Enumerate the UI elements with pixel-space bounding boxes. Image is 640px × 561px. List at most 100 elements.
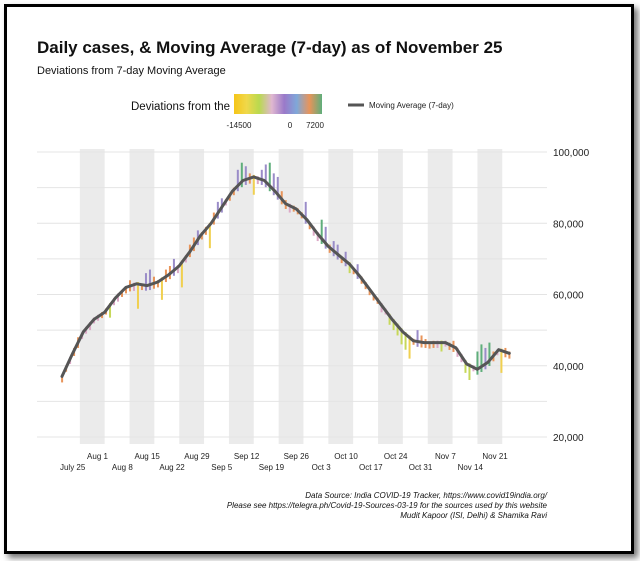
- caption-authors: Mudit Kapoor (ISI, Delhi) & Shamika Ravi: [400, 511, 547, 520]
- daily-case-bar: [148, 269, 151, 291]
- x-tick-label-lower: Oct 31: [409, 463, 433, 472]
- x-tick-label-lower: Aug 8: [112, 463, 133, 472]
- daily-case-bar: [340, 257, 343, 264]
- daily-case-bar: [176, 265, 179, 274]
- chart-subtitle: Deviations from 7-day Moving Average: [37, 65, 226, 77]
- caption-data-source: Data Source: India COVID-19 Tracker, htt…: [305, 491, 548, 500]
- week-band: [378, 149, 403, 444]
- y-tick-label: 20,000: [553, 433, 584, 444]
- x-tick-label-lower: Oct 17: [359, 463, 383, 472]
- daily-case-bar: [136, 282, 139, 309]
- daily-case-bar: [276, 176, 279, 200]
- daily-case-bar: [404, 332, 407, 350]
- x-tick-label-upper: Sep 12: [234, 452, 260, 461]
- daily-case-bar: [288, 203, 291, 213]
- week-band: [79, 149, 105, 444]
- daily-case-bar: [320, 219, 323, 244]
- daily-case-bar: [436, 340, 439, 348]
- y-tick-label: 100,000: [553, 148, 590, 159]
- x-tick-label-upper: Sep 26: [284, 452, 310, 461]
- daily-case-bar: [372, 294, 375, 301]
- x-tick-label-lower: Nov 14: [458, 463, 484, 472]
- daily-case-bar: [208, 222, 211, 249]
- legend-tick-zero: 0: [288, 121, 293, 130]
- daily-case-bar: [132, 282, 135, 291]
- week-band: [179, 149, 205, 444]
- x-axis: Aug 1 Aug 15 Aug 29 Sep 12 Sep 26 Oct 10 Oct 2…: [60, 452, 508, 472]
- daily-case-bar: [392, 318, 395, 331]
- daily-case-bar: [216, 201, 219, 219]
- daily-case-bar: [121, 290, 124, 297]
- daily-case-bar: [109, 303, 112, 318]
- moving-average-path: [60, 175, 511, 378]
- daily-case-bar: [336, 244, 339, 260]
- week-band: [477, 149, 503, 444]
- daily-case-bar: [61, 376, 64, 383]
- week-band: [427, 149, 453, 444]
- daily-case-bar: [240, 162, 243, 188]
- x-tick-label-upper: Aug 29: [184, 452, 210, 461]
- x-tick-label-lower: Oct 3: [312, 463, 332, 472]
- daily-case-bar: [160, 277, 163, 300]
- daily-case-bar: [252, 174, 255, 195]
- chart-canvas: Daily cases, & Moving Average (7-day) as…: [37, 38, 590, 520]
- x-tick-label-lower: July 25: [60, 463, 86, 472]
- x-tick-label-upper: Oct 10: [334, 452, 358, 461]
- daily-case-bar: [368, 289, 371, 296]
- daily-case-bar: [500, 348, 503, 373]
- daily-case-bar: [236, 169, 239, 192]
- daily-case-bar: [316, 231, 319, 242]
- x-tick-label-upper: Aug 15: [135, 452, 161, 461]
- daily-case-bar: [480, 344, 483, 372]
- moving-average-line: [60, 175, 511, 378]
- daily-case-bar: [156, 280, 159, 288]
- x-tick-label-upper: Nov 21: [482, 452, 508, 461]
- week-band: [129, 149, 155, 444]
- x-tick-label-lower: Sep 19: [259, 463, 285, 472]
- legend-tick-max: 7200: [306, 121, 324, 130]
- daily-case-bar: [260, 169, 263, 185]
- daily-case-bar: [324, 226, 327, 249]
- daily-case-bar: [416, 330, 419, 347]
- plot-background: [79, 149, 503, 444]
- week-band: [228, 149, 254, 444]
- daily-case-bar: [508, 351, 511, 359]
- daily-case-bar: [268, 162, 271, 192]
- daily-case-bar: [125, 287, 127, 294]
- chart-title: Daily cases, & Moving Average (7-day) as…: [37, 38, 502, 57]
- daily-case-bar: [464, 359, 467, 373]
- daily-case-bar: [348, 262, 351, 274]
- daily-case-bar: [388, 313, 391, 325]
- legend-line-label: Moving Average (7-day): [369, 101, 454, 110]
- daily-case-bar: [117, 293, 120, 302]
- daily-case-bar: [256, 176, 259, 185]
- x-tick-label-upper: Aug 1: [87, 452, 108, 461]
- daily-case-bar: [244, 166, 247, 185]
- y-axis: 100,000 80,000 60,000 40,000 20,000: [553, 148, 590, 444]
- daily-case-bar: [304, 201, 307, 224]
- legend-color-title: Deviations from the MA: [131, 101, 251, 113]
- y-tick-label: 40,000: [553, 362, 584, 373]
- daily-case-bar: [396, 323, 399, 336]
- daily-case-bar: [332, 241, 335, 257]
- caption-see-also: Please see https://telegra.ph/Covid-19-S…: [227, 501, 548, 510]
- daily-case-bar: [440, 340, 443, 352]
- daily-case-bar: [180, 260, 183, 288]
- daily-case-bar: [488, 342, 491, 366]
- x-tick-label-upper: Nov 7: [435, 452, 456, 461]
- daily-case-bar: [272, 173, 275, 196]
- x-tick-label-lower: Aug 22: [159, 463, 185, 472]
- daily-case-bar: [408, 335, 411, 359]
- daily-case-bar: [468, 363, 471, 380]
- daily-case-bar: [432, 340, 435, 348]
- daily-case-bar: [144, 273, 147, 291]
- daily-case-bar: [172, 258, 175, 276]
- chart-frame: Daily cases, & Moving Average (7-day) as…: [4, 4, 634, 554]
- daily-case-bar: [476, 351, 479, 375]
- daily-case-bar: [140, 283, 143, 291]
- legend-color-bar: [234, 94, 322, 114]
- y-tick-label: 60,000: [553, 291, 584, 302]
- y-tick-label: 80,000: [553, 219, 584, 230]
- legend-tick-min: -14500: [227, 121, 252, 130]
- daily-case-bar: [264, 164, 267, 188]
